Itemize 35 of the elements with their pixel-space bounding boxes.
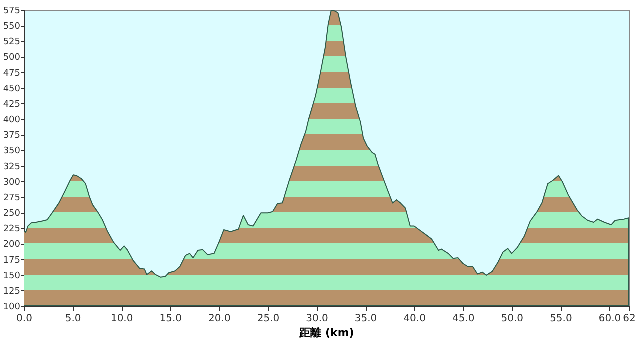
y-tick-label: 250	[3, 209, 21, 220]
x-tick-label: 30.0	[306, 314, 328, 324]
y-tick-label: 150	[3, 271, 21, 282]
x-tick-label: 50.0	[501, 314, 524, 324]
x-tick-label: 25.0	[257, 314, 280, 324]
x-tick-label: 35.0	[354, 314, 378, 324]
y-tick-label: 425	[3, 100, 20, 110]
x-tick-label: 15.0	[160, 314, 182, 324]
y-tick-label: 475	[3, 68, 20, 79]
x-tick-label: 62	[623, 314, 636, 324]
y-tick-label: 350	[3, 146, 21, 157]
y-tick-label: 375	[3, 131, 20, 142]
y-tick-label: 550	[3, 22, 21, 32]
y-tick-label: 575	[3, 6, 20, 16]
y-tick-label: 225	[3, 224, 20, 235]
x-tick-label: 0.0	[16, 314, 32, 324]
x-tick-label: 55.0	[550, 314, 572, 324]
y-tick-label: 500	[3, 53, 21, 64]
x-axis-title: 距離 (km)	[298, 326, 354, 340]
y-tick-label: 275	[3, 193, 20, 204]
x-tick-label: 60.0	[598, 314, 622, 324]
y-tick-label: 400	[3, 116, 21, 126]
y-tick-label: 100	[3, 302, 21, 312]
x-tick-label: 10.0	[110, 314, 134, 324]
y-tick-label: 300	[3, 178, 21, 188]
y-tick-label: 525	[3, 38, 20, 48]
x-tick-label: 40.0	[404, 314, 426, 324]
x-tick-label: 45.0	[452, 314, 475, 324]
y-tick-label: 325	[3, 162, 20, 172]
y-tick-label: 175	[3, 256, 20, 266]
y-tick-label: 125	[3, 286, 20, 297]
y-tick-label: 200	[3, 240, 21, 250]
x-tick-label: 5.0	[65, 314, 82, 324]
y-tick-label: 450	[3, 84, 21, 94]
x-tick-label: 20.0	[208, 314, 231, 324]
